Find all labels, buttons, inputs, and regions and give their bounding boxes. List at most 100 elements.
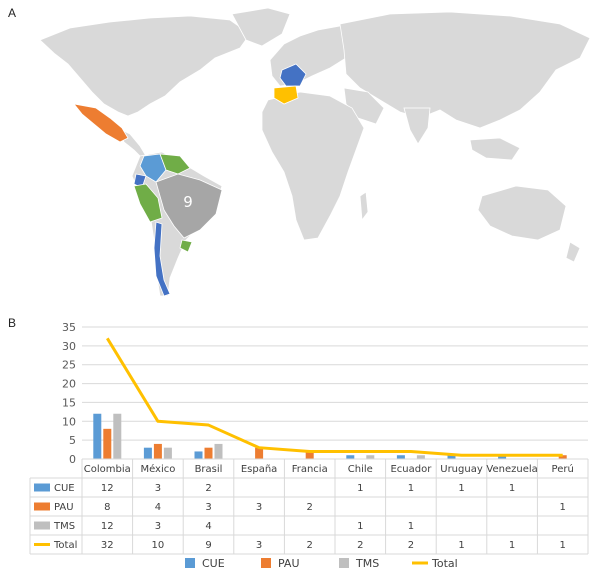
category-label: Francia bbox=[292, 464, 328, 475]
category-label: Ecuador bbox=[390, 464, 432, 475]
southeast-asia bbox=[469, 137, 521, 161]
table-cell-value: 1 bbox=[458, 483, 464, 494]
bar-tms bbox=[163, 447, 172, 459]
table-key-swatch bbox=[34, 521, 50, 530]
bar-tms bbox=[214, 443, 223, 459]
data-table: Colombia México Brasil España Francia Chile Ec… bbox=[29, 458, 589, 555]
bar-pau bbox=[305, 451, 314, 459]
legend-key-swatch bbox=[261, 558, 271, 568]
bar-tms bbox=[416, 455, 425, 459]
category-label: México bbox=[140, 463, 175, 475]
north-america bbox=[39, 15, 251, 117]
bar-cue bbox=[396, 455, 405, 459]
panel-label-b: B bbox=[8, 316, 17, 330]
brazil-count-label: 9 bbox=[183, 193, 193, 211]
table-key-swatch bbox=[34, 502, 50, 511]
y-tick-label: 5 bbox=[69, 434, 76, 447]
category-label: Chile bbox=[348, 464, 373, 475]
bar-pau bbox=[558, 455, 567, 459]
legend-label: Total bbox=[431, 557, 458, 570]
legend-label: TMS bbox=[355, 557, 379, 570]
table-cell-value: 4 bbox=[155, 502, 161, 513]
table-cell-value: 32 bbox=[101, 540, 114, 551]
table-key-swatch bbox=[34, 483, 50, 492]
france-region bbox=[279, 63, 307, 87]
uruguay-region bbox=[179, 239, 193, 253]
table-series-name: PAU bbox=[54, 502, 74, 513]
category-label: Brasil bbox=[195, 464, 223, 475]
legend-label: PAU bbox=[278, 557, 300, 570]
category-label: España bbox=[241, 464, 277, 475]
bar-cue bbox=[346, 455, 355, 459]
y-tick-label: 10 bbox=[62, 415, 76, 428]
world-landmass bbox=[39, 7, 591, 297]
peru-region bbox=[133, 183, 163, 223]
mexico-region bbox=[73, 103, 129, 143]
table-cell-value: 1 bbox=[408, 483, 414, 494]
africa bbox=[261, 91, 365, 241]
india bbox=[403, 107, 431, 145]
table-cell-value: 3 bbox=[256, 540, 262, 551]
bar-pau bbox=[204, 447, 213, 459]
table-series-name: CUE bbox=[54, 483, 75, 494]
total-line bbox=[106, 337, 563, 457]
bar-series bbox=[93, 413, 567, 459]
world-map: 9 bbox=[39, 7, 591, 297]
middle-east bbox=[343, 87, 385, 125]
table-cell-value: 9 bbox=[205, 540, 211, 551]
bar-cue bbox=[447, 455, 456, 459]
table-series-name: Total bbox=[53, 540, 77, 551]
category-label: Venezuela bbox=[486, 464, 537, 475]
y-tick-label: 35 bbox=[62, 321, 76, 334]
bar-pau bbox=[255, 447, 264, 459]
y-tick-label: 15 bbox=[62, 396, 76, 409]
table-cell-value: 4 bbox=[205, 521, 211, 532]
panel-label-a: A bbox=[8, 6, 17, 20]
table-cell-value: 2 bbox=[408, 540, 414, 551]
table-cell-value: 12 bbox=[101, 521, 114, 532]
table-cell-value: 12 bbox=[101, 483, 114, 494]
bar-cue bbox=[498, 455, 507, 459]
table-cell-value: 1 bbox=[357, 521, 363, 532]
table-cell-value: 1 bbox=[509, 540, 515, 551]
table-cell-value: 1 bbox=[560, 540, 566, 551]
spain-region bbox=[273, 85, 299, 105]
legend-label: CUE bbox=[202, 557, 225, 570]
madagascar bbox=[359, 191, 369, 222]
table-cell-value: 1 bbox=[408, 521, 414, 532]
bar-cue bbox=[143, 447, 152, 459]
table-cell-value: 10 bbox=[152, 540, 165, 551]
table-cell-value: 1 bbox=[509, 483, 515, 494]
table-cell-value: 3 bbox=[155, 483, 161, 494]
table-cell-value: 2 bbox=[307, 540, 313, 551]
australia bbox=[477, 185, 567, 241]
legend: CUE PAU TMS Total bbox=[185, 557, 458, 570]
bar-cue bbox=[93, 413, 102, 459]
y-axis-ticks: 0 5 10 15 20 25 30 35 bbox=[62, 321, 76, 466]
legend-key-swatch bbox=[185, 558, 195, 568]
table-cell-value: 2 bbox=[307, 502, 313, 513]
new-zealand bbox=[565, 241, 581, 263]
legend-key-swatch bbox=[339, 558, 349, 568]
bar-tms bbox=[113, 413, 122, 459]
gridlines bbox=[82, 326, 588, 460]
table-cell-value: 2 bbox=[205, 483, 211, 494]
bar-pau bbox=[103, 428, 112, 459]
table-series-name: TMS bbox=[53, 521, 75, 532]
greenland bbox=[231, 7, 291, 47]
y-tick-label: 0 bbox=[69, 453, 76, 466]
y-tick-label: 25 bbox=[62, 359, 76, 372]
y-tick-label: 30 bbox=[62, 340, 76, 353]
table-cell-value: 8 bbox=[104, 502, 110, 513]
y-tick-label: 20 bbox=[62, 378, 76, 391]
chile-region bbox=[153, 221, 171, 297]
table-cell-value: 3 bbox=[205, 502, 211, 513]
table-cell-value: 1 bbox=[458, 540, 464, 551]
bar-tms bbox=[366, 455, 375, 459]
table-cell-value: 1 bbox=[560, 502, 566, 513]
total-line-series bbox=[106, 337, 563, 457]
category-label: Colombia bbox=[84, 464, 131, 475]
category-label: Perú bbox=[552, 463, 574, 475]
table-cell-value: 3 bbox=[155, 521, 161, 532]
table-cell-value: 1 bbox=[357, 483, 363, 494]
